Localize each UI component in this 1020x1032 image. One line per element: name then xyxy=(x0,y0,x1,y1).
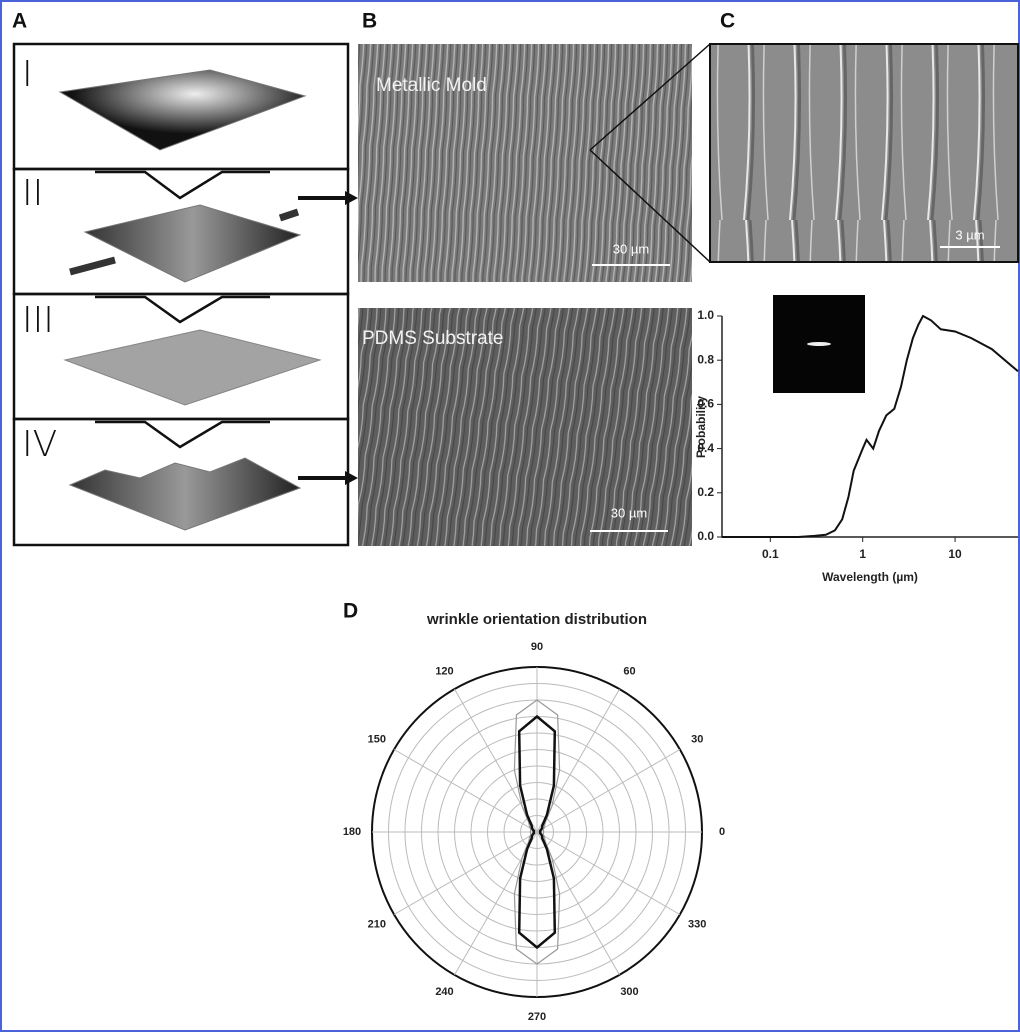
angle-label: 240 xyxy=(435,986,453,998)
image-caption: PDMS Substrate xyxy=(362,328,504,349)
grid-spoke xyxy=(537,832,620,975)
y-tick-label: 0.6 xyxy=(697,397,714,411)
grid-spoke xyxy=(455,689,538,832)
angle-label: 150 xyxy=(368,733,386,745)
scale-label: 30 µm xyxy=(611,505,647,520)
arrow xyxy=(298,198,345,478)
mold-replica xyxy=(70,458,300,530)
grid-spoke xyxy=(537,832,680,915)
polar-title: wrinkle orientation distribution xyxy=(426,611,647,628)
y-tick-label: 0.4 xyxy=(697,441,714,455)
coated-film xyxy=(65,330,320,405)
angle-label: 120 xyxy=(435,666,453,678)
scale-label: 3 µm xyxy=(955,227,984,242)
y-tick-label: 0.2 xyxy=(697,485,714,499)
angle-label: 60 xyxy=(623,666,635,678)
angle-label: 210 xyxy=(368,918,386,930)
angle-label: 300 xyxy=(620,986,638,998)
step-label: IV xyxy=(22,424,57,465)
wrinkled-film xyxy=(85,205,300,282)
angle-label: 90 xyxy=(531,641,543,653)
angle-label: 0 xyxy=(719,826,725,838)
angle-label: 330 xyxy=(688,918,706,930)
probability-line xyxy=(722,316,1018,537)
step-label: I xyxy=(22,54,33,95)
panel-label: B xyxy=(362,10,377,33)
x-axis-label: Wavelength (µm) xyxy=(822,570,918,584)
panel-label: C xyxy=(720,10,735,33)
image-caption: Metallic Mold xyxy=(376,75,487,96)
panel-label: D xyxy=(343,600,358,623)
grid-spoke xyxy=(537,689,620,832)
y-tick-label: 0.8 xyxy=(697,352,714,366)
angle-label: 180 xyxy=(343,826,361,838)
x-tick-label: 1 xyxy=(859,547,866,561)
axes xyxy=(722,316,1018,537)
fft-spot xyxy=(807,342,831,346)
step-label: III xyxy=(22,300,54,341)
x-tick-label: 10 xyxy=(948,547,962,561)
angle-label: 270 xyxy=(528,1011,546,1023)
y-tick-label: 0.0 xyxy=(697,529,714,543)
x-tick-label: 0.1 xyxy=(762,547,779,561)
scale-label: 30 µm xyxy=(613,241,649,256)
grid-spoke xyxy=(537,750,680,833)
step-label: II xyxy=(22,173,43,214)
grid-spoke xyxy=(394,832,537,915)
flat-film xyxy=(60,70,305,150)
grid-spoke xyxy=(394,750,537,833)
angle-label: 30 xyxy=(691,733,703,745)
grid-spoke xyxy=(455,832,538,975)
panel-label: A xyxy=(12,10,27,33)
figure: A B C D I II III IV Metallic Mold PDMS S… xyxy=(0,0,1020,1032)
y-tick-label: 1.0 xyxy=(697,308,714,322)
